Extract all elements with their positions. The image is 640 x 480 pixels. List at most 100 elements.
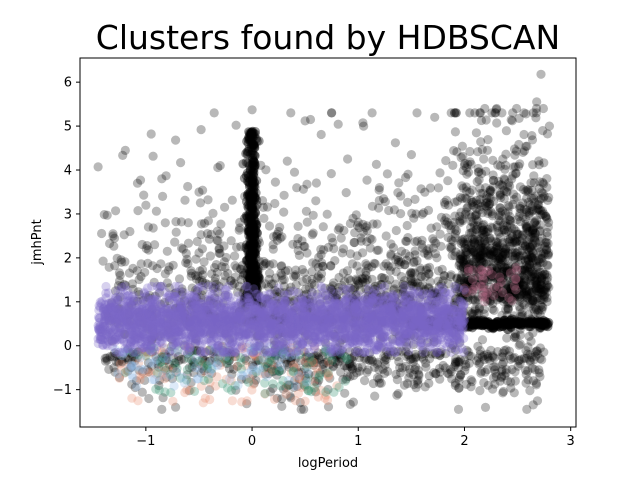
noise-point xyxy=(536,300,546,311)
noise-point xyxy=(180,195,190,205)
noise-point xyxy=(501,254,511,264)
noise-point xyxy=(296,404,306,414)
noise-point xyxy=(432,292,442,302)
noise-point xyxy=(475,183,485,193)
noise-point xyxy=(379,194,389,204)
cluster-point xyxy=(327,355,337,366)
noise-point xyxy=(543,222,553,232)
noise-point xyxy=(309,280,319,290)
noise-point xyxy=(212,235,222,245)
noise-point xyxy=(458,262,469,273)
noise-point xyxy=(519,299,529,310)
noise-point xyxy=(170,237,180,247)
noise-point xyxy=(210,316,220,327)
noise-point xyxy=(436,241,446,251)
noise-point xyxy=(522,222,532,232)
noise-point xyxy=(465,187,475,198)
noise-point xyxy=(237,317,247,328)
noise-point xyxy=(196,368,206,378)
noise-point xyxy=(396,209,406,219)
noise-point xyxy=(534,365,544,375)
noise-point xyxy=(400,260,410,270)
noise-point xyxy=(526,178,536,188)
noise-point xyxy=(407,279,417,289)
noise-point xyxy=(253,289,264,299)
noise-point xyxy=(414,315,424,325)
noise-point xyxy=(132,178,143,188)
noise-point xyxy=(509,332,519,343)
noise-point xyxy=(501,263,511,273)
noise-point xyxy=(347,259,358,269)
noise-point xyxy=(528,296,538,306)
cluster-point xyxy=(511,285,521,295)
noise-point xyxy=(439,271,449,281)
noise-point xyxy=(281,357,292,368)
noise-point xyxy=(475,194,485,204)
noise-point xyxy=(431,238,441,248)
noise-point xyxy=(398,363,408,373)
cluster-point xyxy=(132,381,142,392)
cluster-point xyxy=(225,374,235,384)
noise-point xyxy=(488,384,498,394)
noise-point xyxy=(399,380,410,390)
noise-point xyxy=(317,318,327,328)
noise-point xyxy=(350,318,360,328)
noise-point xyxy=(476,137,486,147)
noise-point xyxy=(470,235,480,245)
noise-point xyxy=(352,221,363,231)
noise-point xyxy=(483,208,493,218)
noise-point xyxy=(514,284,524,294)
noise-point xyxy=(501,345,511,355)
noise-point xyxy=(537,233,547,243)
noise-point xyxy=(160,269,170,279)
noise-point xyxy=(433,183,444,193)
noise-point xyxy=(421,314,431,324)
noise-point xyxy=(360,278,370,288)
noise-point xyxy=(491,104,501,114)
noise-point xyxy=(277,261,287,271)
noise-point xyxy=(523,254,533,265)
noise-point xyxy=(490,365,500,375)
noise-point xyxy=(150,240,160,250)
noise-point xyxy=(507,116,517,126)
noise-point xyxy=(214,243,224,253)
noise-point xyxy=(119,329,129,339)
noise-point xyxy=(191,254,201,264)
noise-point xyxy=(327,233,337,243)
noise-point xyxy=(491,371,501,382)
noise-point xyxy=(504,298,514,308)
noise-point xyxy=(528,160,538,170)
noise-point xyxy=(536,285,546,295)
noise-point xyxy=(184,313,194,323)
noise-point xyxy=(466,195,476,206)
noise-point xyxy=(254,272,264,282)
noise-point xyxy=(454,308,464,318)
noise-point xyxy=(381,298,391,308)
noise-point xyxy=(236,299,246,309)
plot-area xyxy=(80,58,576,427)
noise-point xyxy=(214,244,224,254)
noise-point xyxy=(442,308,452,318)
noise-point xyxy=(268,259,278,269)
noise-point xyxy=(457,141,467,151)
noise-point xyxy=(105,238,115,249)
noise-point xyxy=(373,281,383,291)
noise-point xyxy=(141,200,151,210)
noise-point xyxy=(511,103,522,114)
noise-point xyxy=(93,162,103,172)
noise-point xyxy=(381,231,391,241)
noise-point xyxy=(311,387,321,397)
noise-point xyxy=(539,285,549,295)
noise-point xyxy=(530,217,540,227)
noise-point xyxy=(450,197,460,207)
noise-point xyxy=(352,275,362,285)
noise-point xyxy=(480,103,490,114)
noise-point xyxy=(453,286,463,297)
noise-point xyxy=(341,188,351,198)
noise-point xyxy=(362,226,372,236)
noise-point xyxy=(503,201,513,211)
noise-point xyxy=(531,113,541,123)
noise-point xyxy=(193,271,203,281)
noise-point xyxy=(120,145,130,155)
noise-point xyxy=(537,302,547,312)
